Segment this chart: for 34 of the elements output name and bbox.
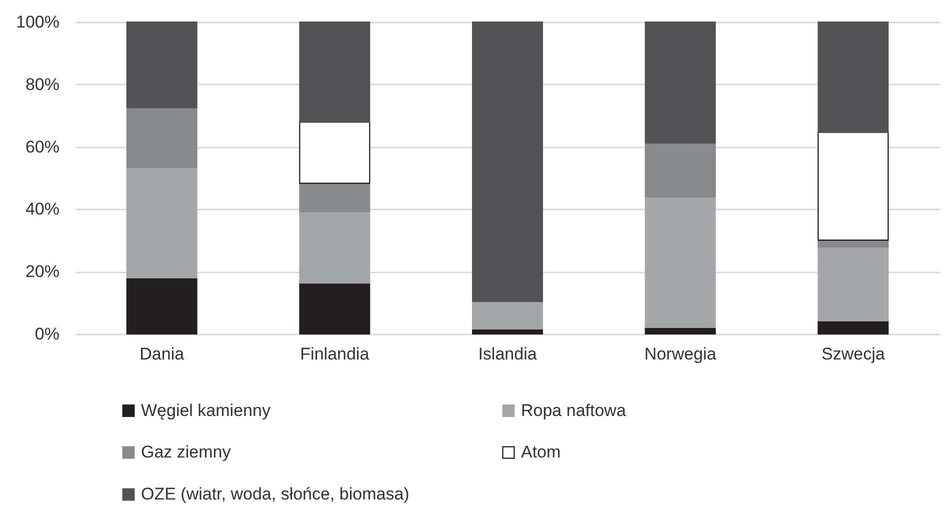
legend-label: Węgiel kamienny: [141, 400, 271, 420]
y-tick-label: 40%: [25, 200, 60, 219]
legend-label: Atom: [521, 442, 561, 462]
x-tick-label: Norwegia: [644, 344, 717, 364]
bar: [299, 182, 370, 212]
bar: [472, 22, 543, 302]
x-tick-label: Islandia: [478, 344, 538, 364]
y-tick-label: 80%: [25, 74, 60, 94]
bar: [818, 132, 889, 241]
bar: [299, 282, 370, 334]
bar: [818, 22, 889, 133]
bar: [818, 246, 889, 322]
y-tick-label: 100%: [16, 12, 60, 32]
x-tick-label: Finlandia: [300, 344, 370, 364]
bar: [644, 142, 716, 198]
legend-label: Ropa naftowa: [521, 400, 626, 420]
bar: [126, 277, 198, 334]
bar: [299, 22, 370, 123]
bar: [299, 211, 370, 284]
bar: [126, 166, 198, 278]
y-tick-label: 60%: [25, 137, 60, 156]
legend-label: OZE (wiatr, woda, słońce, biomasa): [141, 484, 410, 504]
x-tick-label: Szwecja: [822, 344, 886, 364]
bar: [818, 320, 889, 334]
bar: [644, 22, 716, 144]
legend-label: Gaz ziemny: [141, 442, 232, 462]
bar: [126, 22, 198, 108]
x-tick-label: Dania: [140, 344, 185, 364]
y-tick-label: 0%: [34, 324, 60, 344]
bar: [299, 122, 370, 184]
y-tick-label: 20%: [25, 262, 60, 282]
bar: [644, 196, 716, 328]
bar: [472, 301, 543, 330]
bar: [126, 107, 198, 168]
